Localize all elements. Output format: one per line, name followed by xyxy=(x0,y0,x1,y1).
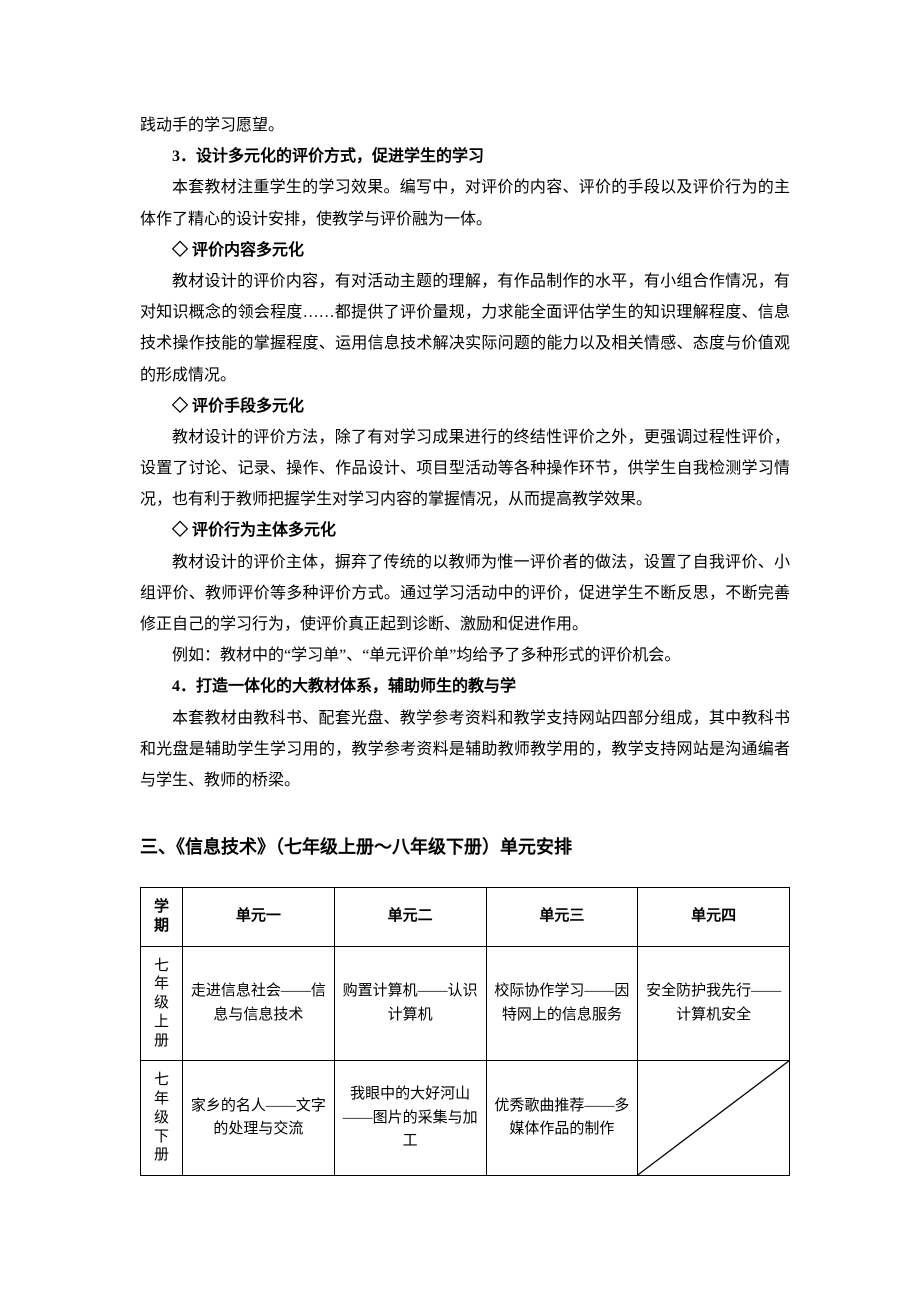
th-unit2: 单元二 xyxy=(334,888,486,947)
empty-cell-slash-icon xyxy=(638,1061,789,1175)
paragraph-4: 本套教材由教科书、配套光盘、教学参考资料和教学支持网站四部分组成，其中教科书和光… xyxy=(140,703,790,797)
th-unit4: 单元四 xyxy=(638,888,790,947)
cell-7b-u4-empty xyxy=(638,1061,790,1176)
th-unit3: 单元三 xyxy=(486,888,638,947)
cell-7a-u1: 走进信息社会——信息与信息技术 xyxy=(183,946,335,1061)
paragraph-eval-content: 教材设计的评价内容，有对活动主题的理解，有作品制作的水平，有小组合作情况，有对知… xyxy=(140,266,790,391)
subheading-eval-method: ◇ 评价手段多元化 xyxy=(140,391,790,422)
cell-7b-u2: 我眼中的大好河山——图片的采集与加工 xyxy=(334,1061,486,1176)
cell-7a-u4: 安全防护我先行——计算机安全 xyxy=(638,946,790,1061)
paragraph-eval-method: 教材设计的评价方法，除了有对学习成果进行的终结性评价之外，更强调过程性评价，设置… xyxy=(140,422,790,516)
cell-7a-u2: 购置计算机——认识计算机 xyxy=(334,946,486,1061)
heading-3: 3．设计多元化的评价方式，促进学生的学习 xyxy=(140,141,790,172)
cell-7b-u1: 家乡的名人——文字的处理与交流 xyxy=(183,1061,335,1176)
paragraph-3: 本套教材注重学生的学习效果。编写中，对评价的内容、评价的手段以及评价行为的主体作… xyxy=(140,172,790,234)
section-3-title: 三、《信息技术》（七年级上册～八年级下册）单元安排 xyxy=(140,830,790,865)
table-row: 七年级下册 家乡的名人——文字的处理与交流 我眼中的大好河山——图片的采集与加工… xyxy=(141,1061,790,1176)
unit-arrangement-table: 学期 单元一 单元二 单元三 单元四 七年级上册 走进信息社会——信息与信息技术… xyxy=(140,887,790,1176)
cell-term-7b: 七年级下册 xyxy=(141,1061,183,1176)
cell-7a-u3: 校际协作学习——因特网上的信息服务 xyxy=(486,946,638,1061)
document-page: 践动手的学习愿望。 3．设计多元化的评价方式，促进学生的学习 本套教材注重学生的… xyxy=(0,0,920,1302)
table-row: 七年级上册 走进信息社会——信息与信息技术 购置计算机——认识计算机 校际协作学… xyxy=(141,946,790,1061)
heading-4: 4．打造一体化的大教材体系，辅助师生的教与学 xyxy=(140,671,790,702)
cell-term-7a: 七年级上册 xyxy=(141,946,183,1061)
th-term: 学期 xyxy=(141,888,183,947)
subheading-eval-content: ◇ 评价内容多元化 xyxy=(140,235,790,266)
intro-fragment: 践动手的学习愿望。 xyxy=(140,110,790,141)
paragraph-eval-example: 例如：教材中的“学习单”、“单元评价单”均给予了多种形式的评价机会。 xyxy=(140,640,790,671)
th-unit1: 单元一 xyxy=(183,888,335,947)
table-header-row: 学期 单元一 单元二 单元三 单元四 xyxy=(141,888,790,947)
paragraph-eval-subject: 教材设计的评价主体，摒弃了传统的以教师为惟一评价者的做法，设置了自我评价、小组评… xyxy=(140,547,790,641)
cell-7b-u3: 优秀歌曲推荐——多媒体作品的制作 xyxy=(486,1061,638,1176)
subheading-eval-subject: ◇ 评价行为主体多元化 xyxy=(140,515,790,546)
